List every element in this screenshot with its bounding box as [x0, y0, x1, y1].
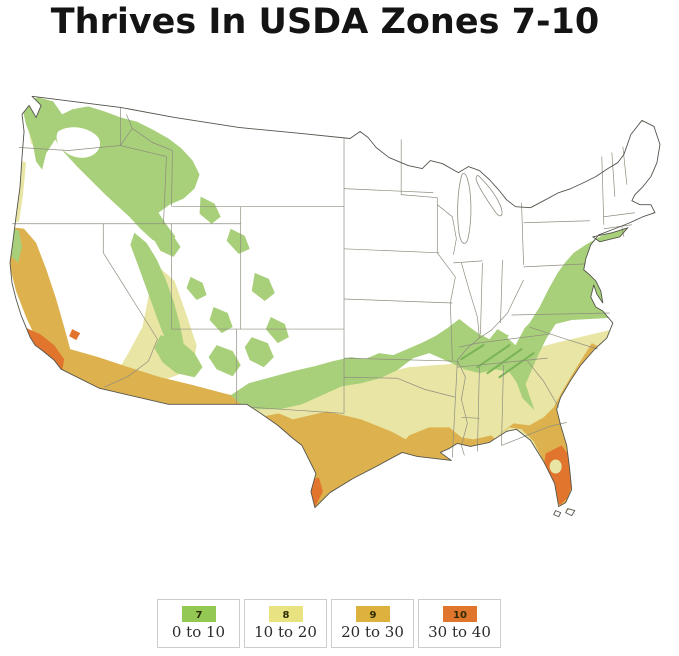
legend-item-zone-7: 7 0 to 10 — [157, 599, 240, 648]
legend-item-zone-10: 10 30 to 40 — [418, 599, 501, 648]
zone-7-color — [181, 606, 216, 622]
zone-9-number: 9 — [369, 610, 376, 621]
appalachian-ridge-lines — [460, 344, 535, 379]
lake-huron — [475, 175, 503, 217]
zone-8-number: 8 — [282, 610, 289, 621]
zone-10-swatch: 10 — [442, 606, 477, 622]
zone-8-color — [268, 606, 303, 622]
us-outline — [9, 95, 661, 518]
zone-legend: 7 0 to 10 8 10 to 20 9 20 to 30 10 30 to… — [157, 599, 501, 648]
zone-10-color — [442, 606, 477, 622]
zone-9-range: 20 to 30 — [341, 623, 404, 641]
legend-item-zone-9: 9 20 to 30 — [331, 599, 414, 648]
zone-7-swatch: 7 — [181, 606, 216, 622]
zone-10-range: 30 to 40 — [428, 623, 491, 641]
zone-7-number: 7 — [195, 610, 202, 621]
legend-item-zone-8: 8 10 to 20 — [244, 599, 327, 648]
us-zones-map — [9, 95, 661, 518]
great-lakes — [457, 173, 503, 244]
zone-9-color — [355, 606, 390, 622]
zone-10-number: 10 — [453, 610, 467, 621]
lake-michigan — [457, 173, 472, 244]
zone-8-range: 10 to 20 — [254, 623, 317, 641]
zone-7-range: 0 to 10 — [171, 623, 226, 641]
us-map-container — [8, 76, 670, 538]
page-title: Thrives In USDA Zones 7-10 — [50, 2, 600, 42]
zone-9-swatch: 9 — [355, 606, 390, 622]
okeechobee-pale-patch — [549, 459, 562, 474]
state-boundaries — [12, 107, 635, 458]
zone-8-swatch: 8 — [268, 606, 303, 622]
